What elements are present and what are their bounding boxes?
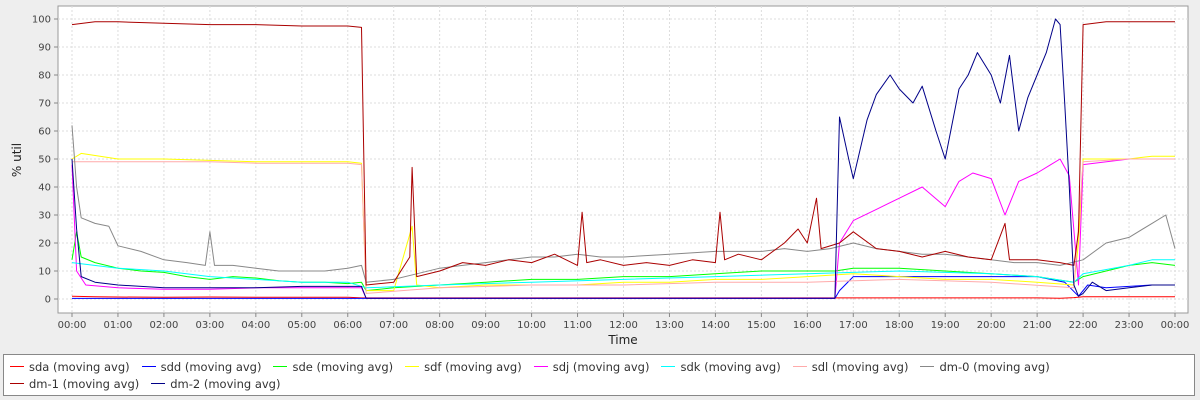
x-tick-label: 00:00 xyxy=(1161,320,1190,331)
legend-swatch xyxy=(533,366,548,367)
series-line-8 xyxy=(71,21,1175,286)
x-tick-label: 21:00 xyxy=(1023,320,1052,331)
x-tick-label: 16:00 xyxy=(793,320,822,331)
tick-marks xyxy=(54,18,1176,317)
x-tick-label: 15:00 xyxy=(747,320,776,331)
x-tick-label: 23:00 xyxy=(1115,320,1144,331)
x-tick-label: 06:00 xyxy=(333,320,362,331)
legend-item: dm-0 (moving avg) xyxy=(920,358,1050,375)
legend-item: sde (moving avg) xyxy=(273,358,393,375)
y-tick-label: 90 xyxy=(38,43,51,54)
series-line-1 xyxy=(72,276,1175,299)
legend-item: sdk (moving avg) xyxy=(661,358,781,375)
x-tick-label: 08:00 xyxy=(425,320,454,331)
x-tick-label: 10:00 xyxy=(517,320,546,331)
series-line-7 xyxy=(71,125,1176,283)
y-axis-title: % util xyxy=(10,143,24,177)
line-chart: Time % util 0 10 20 30 40 50 60 70 80 90 100 00:00 0… xyxy=(10,5,1190,347)
legend-swatch xyxy=(405,366,420,367)
legend-swatch xyxy=(920,366,935,367)
legend-label: dm-1 (moving avg) xyxy=(29,376,140,391)
x-tick-label: 13:00 xyxy=(655,320,684,331)
legend-item: sdl (moving avg) xyxy=(792,358,909,375)
legend-label: dm-0 (moving avg) xyxy=(939,359,1050,374)
legend-label: sdj (moving avg) xyxy=(552,359,650,374)
x-tick-label: 11:00 xyxy=(563,320,592,331)
x-tick-label: 20:00 xyxy=(977,320,1006,331)
legend-item: dm-1 (moving avg) xyxy=(10,375,139,392)
series-line-6 xyxy=(72,158,1175,294)
legend-label: dm-2 (moving avg) xyxy=(170,376,281,391)
y-tick-label: 60 xyxy=(38,127,51,138)
legend-item: sda (moving avg) xyxy=(10,358,130,375)
x-tick-label: 05:00 xyxy=(287,320,316,331)
legend-swatch xyxy=(792,366,807,367)
x-tick-label: 00:00 xyxy=(58,320,87,331)
y-tick-label: 80 xyxy=(38,71,51,82)
x-tick-label: 19:00 xyxy=(931,320,960,331)
legend-item: dm-2 (moving avg) xyxy=(151,375,280,392)
y-tick-label: 30 xyxy=(38,211,51,222)
legend-label: sda (moving avg) xyxy=(29,359,130,374)
y-tick-label: 100 xyxy=(32,15,51,26)
series-line-5 xyxy=(71,259,1175,289)
legend-item: sdf (moving avg) xyxy=(405,358,522,375)
chart-legend: sda (moving avg) sdd (moving avg) sde (mov… xyxy=(3,354,1195,396)
legend-swatch xyxy=(273,366,288,367)
legend-item: sdj (moving avg) xyxy=(533,358,650,375)
x-tick-label: 03:00 xyxy=(195,320,224,331)
x-tick-label: 22:00 xyxy=(1069,320,1098,331)
x-tick-label: 14:00 xyxy=(701,320,730,331)
x-tick-label: 02:00 xyxy=(150,320,179,331)
legend-label: sdd (moving avg) xyxy=(160,359,262,374)
x-tick-label: 18:00 xyxy=(885,320,914,331)
legend-swatch xyxy=(141,366,156,367)
legend-label: sdl (moving avg) xyxy=(811,359,909,374)
legend-item: sdd (moving avg) xyxy=(141,358,262,375)
legend-label: sdk (moving avg) xyxy=(680,359,781,374)
series-line-4 xyxy=(71,158,1175,299)
y-tick-label: 20 xyxy=(38,239,51,250)
legend-label: sde (moving avg) xyxy=(292,359,394,374)
y-tick-label: 40 xyxy=(38,183,51,194)
x-tick-label: 01:00 xyxy=(104,320,133,331)
legend-swatch xyxy=(151,383,166,384)
x-tick-label: 09:00 xyxy=(471,320,500,331)
legend-swatch xyxy=(10,383,24,384)
y-tick-label: 0 xyxy=(45,295,51,306)
legend-swatch xyxy=(661,366,676,367)
y-tick-label: 50 xyxy=(38,155,51,166)
legend-label: sdf (moving avg) xyxy=(424,359,522,374)
series-line-9 xyxy=(71,18,1175,299)
x-axis-title: Time xyxy=(607,333,637,347)
x-tick-label: 17:00 xyxy=(839,320,868,331)
series-lines xyxy=(71,18,1176,299)
x-tick-label: 12:00 xyxy=(609,320,638,331)
legend-swatch xyxy=(10,366,24,367)
y-tick-label: 70 xyxy=(38,99,51,110)
x-tick-label: 04:00 xyxy=(241,320,270,331)
y-tick-label: 10 xyxy=(38,267,51,278)
grid-lines xyxy=(58,6,1188,313)
x-tick-label: 07:00 xyxy=(379,320,408,331)
